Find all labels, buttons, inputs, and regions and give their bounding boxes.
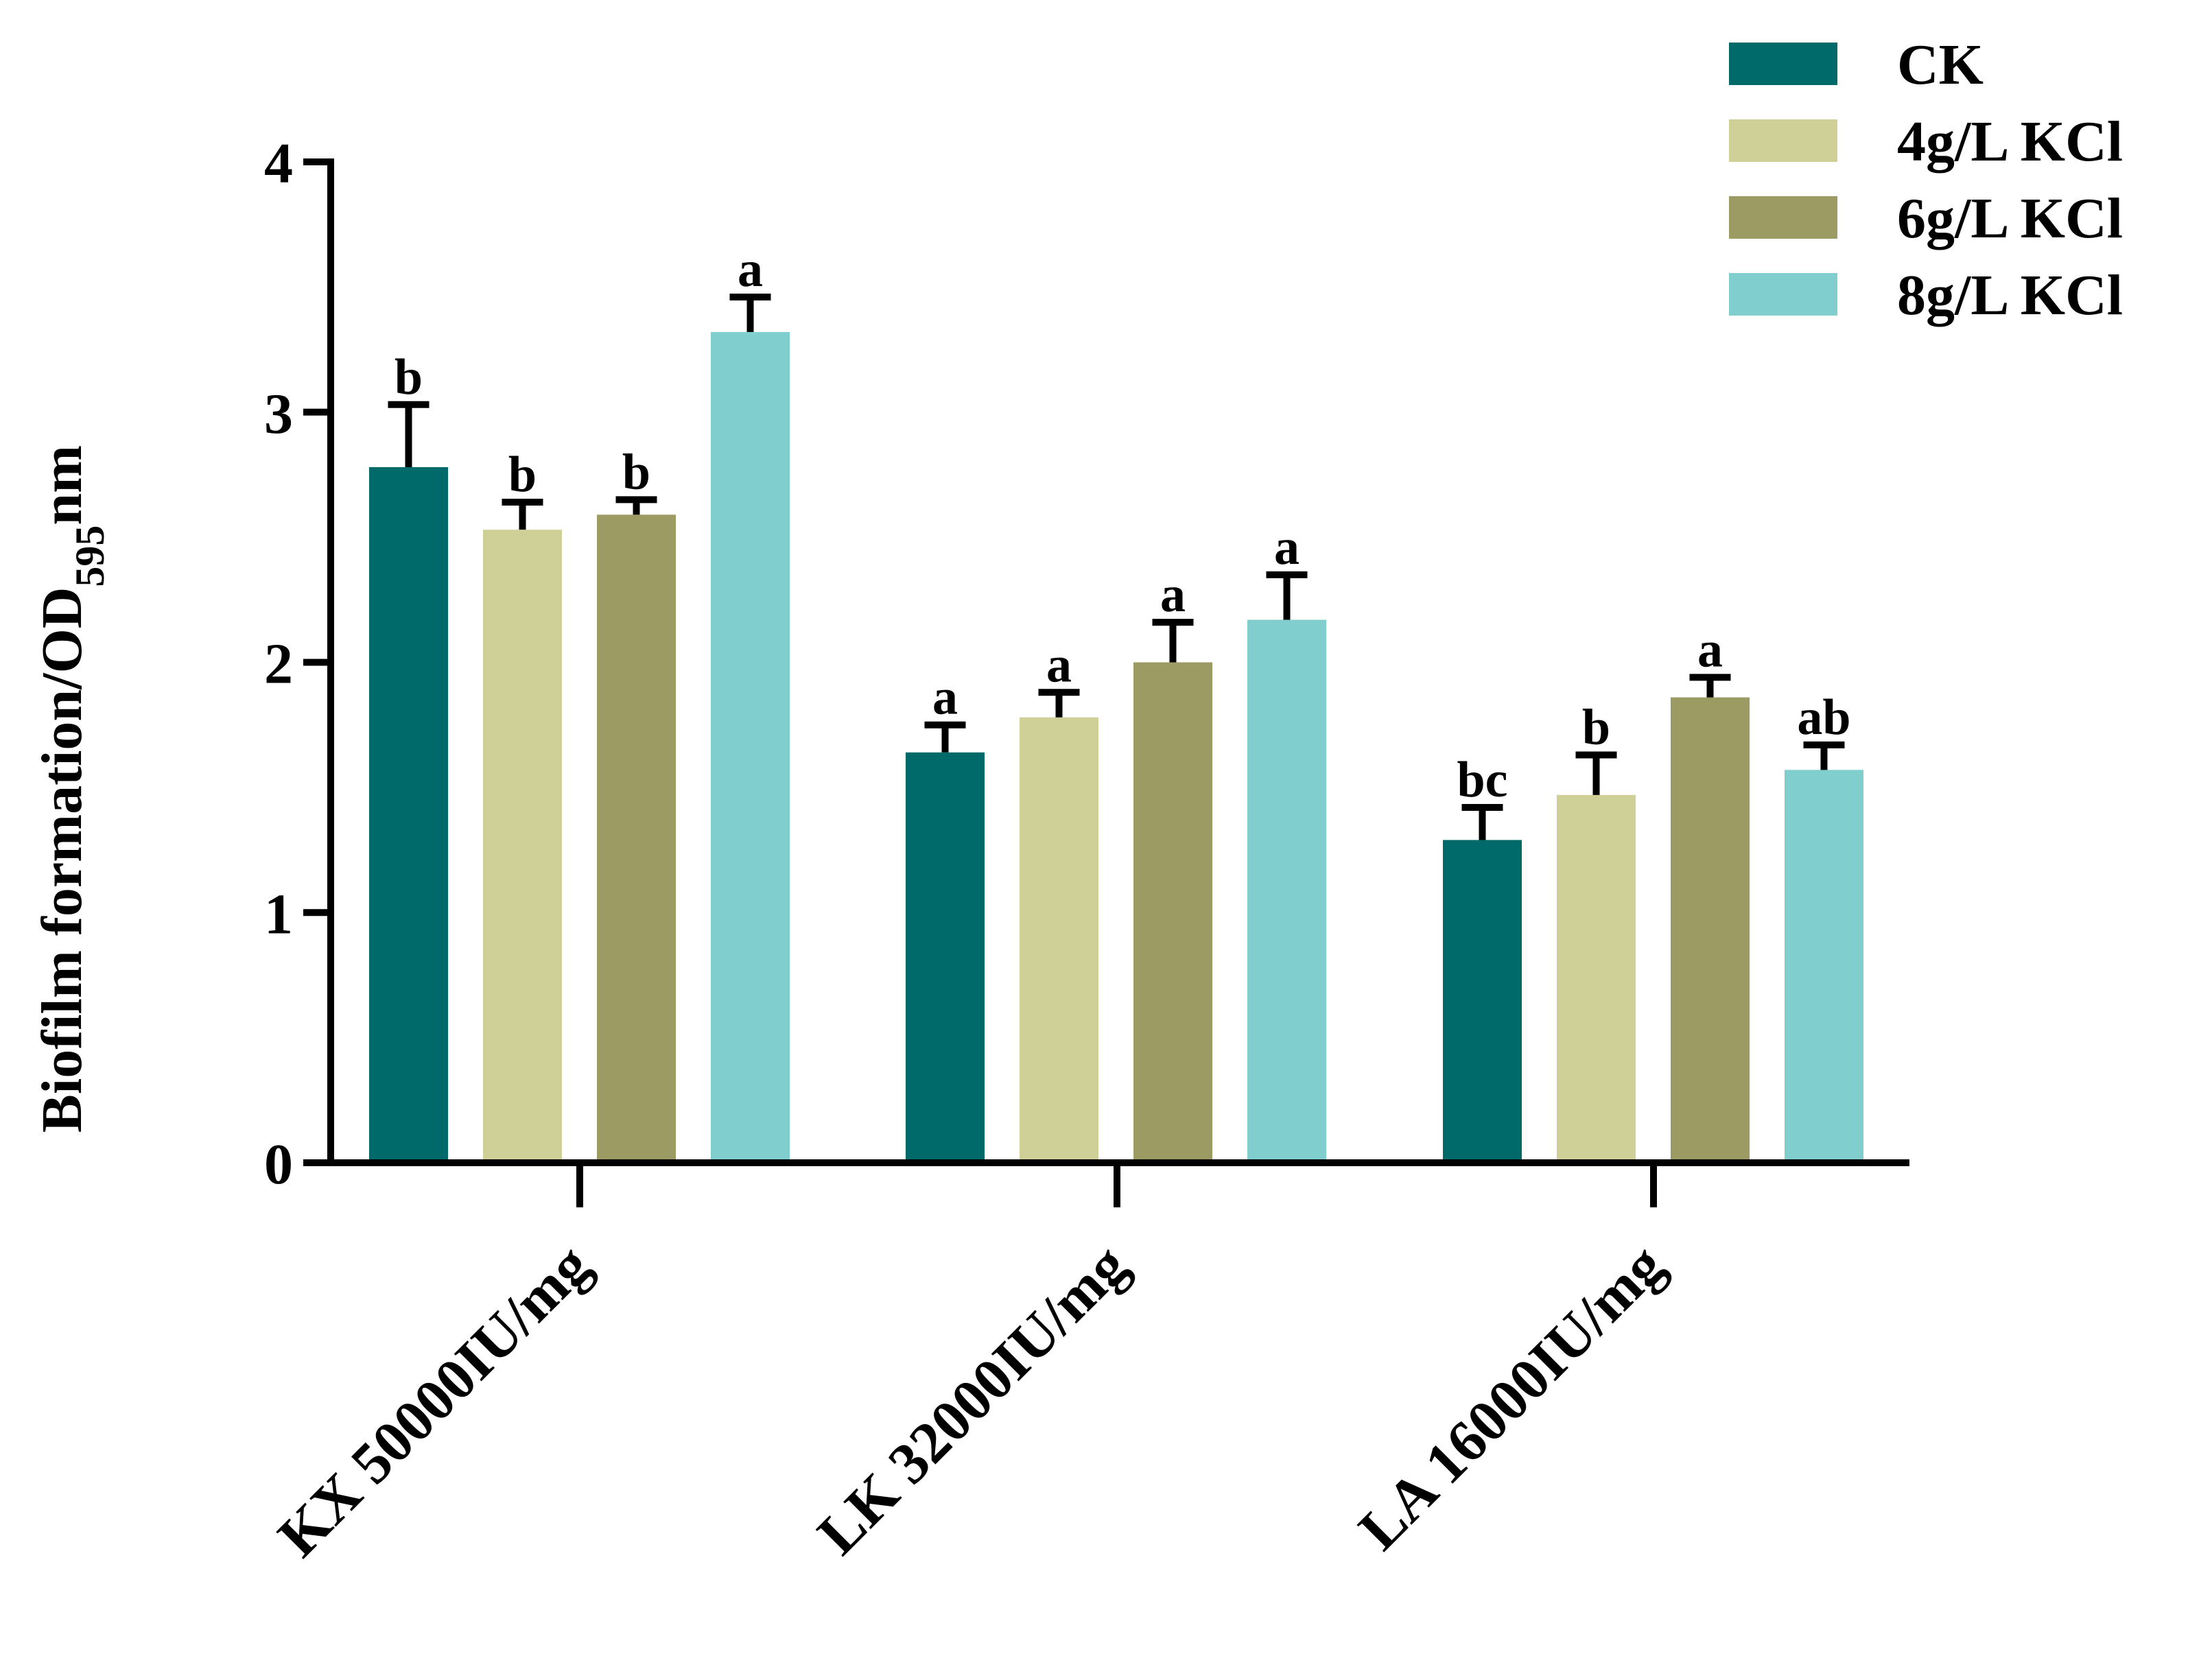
significance-label: b: [622, 444, 650, 500]
y-tick-label: 3: [264, 382, 293, 446]
bar: [369, 466, 448, 1163]
bar: [1133, 662, 1212, 1163]
significance-label: b: [508, 447, 537, 503]
bar: [483, 530, 562, 1163]
bars-layer: [369, 332, 1863, 1163]
significance-label: b: [395, 349, 423, 405]
significance-label: a: [932, 670, 958, 726]
bar: [1443, 840, 1522, 1163]
y-tick-label: 1: [264, 882, 293, 946]
legend-label: 4g/L KCl: [1897, 110, 2123, 174]
significance-label: a: [1046, 637, 1072, 693]
legend: CK 4g/L KCl 6g/L KCl 8g/L KCl: [1729, 33, 2123, 327]
significance-label: a: [738, 241, 763, 298]
significance-label: a: [1160, 567, 1186, 623]
significance-label: a: [1697, 622, 1723, 678]
significance-labels-layer: b b b a a a a a bc b a ab: [395, 241, 1851, 808]
y-tick-label: 0: [264, 1133, 293, 1196]
bar: [1557, 794, 1636, 1163]
legend-swatch: [1729, 273, 1837, 316]
y-tick-label: 2: [264, 632, 293, 696]
y-axis-title-suffix: nm: [30, 445, 94, 525]
legend-label: 8g/L KCl: [1897, 263, 2123, 327]
bar: [1671, 697, 1750, 1163]
legend-swatch: [1729, 43, 1837, 85]
x-category-label: LA 16000IU/mg: [1346, 1232, 1677, 1563]
y-tick-label: 4: [264, 132, 293, 196]
significance-label: b: [1582, 699, 1610, 755]
legend-swatch: [1729, 196, 1837, 239]
x-category-label: LK 32000IU/mg: [805, 1232, 1140, 1567]
bar: [1785, 770, 1863, 1163]
significance-label: bc: [1457, 752, 1508, 808]
y-axis-title-main: Biofilm formation/OD: [30, 587, 94, 1133]
legend-swatch: [1729, 119, 1837, 162]
x-category-label: KX 50000IU/mg: [266, 1232, 603, 1570]
significance-label: ab: [1797, 689, 1850, 746]
significance-label: a: [1274, 519, 1299, 576]
bar: [597, 514, 676, 1163]
bar: [1247, 619, 1326, 1163]
y-axis-title-subscript: 595: [67, 525, 113, 587]
bar: [1020, 717, 1098, 1163]
error-bars-layer: [388, 293, 1845, 840]
y-axis-title: Biofilm formation/OD595nm: [30, 445, 113, 1133]
legend-label: CK: [1897, 33, 1984, 97]
bar: [711, 332, 790, 1163]
legend-label: 6g/L KCl: [1897, 187, 2123, 250]
bar: [906, 752, 985, 1163]
